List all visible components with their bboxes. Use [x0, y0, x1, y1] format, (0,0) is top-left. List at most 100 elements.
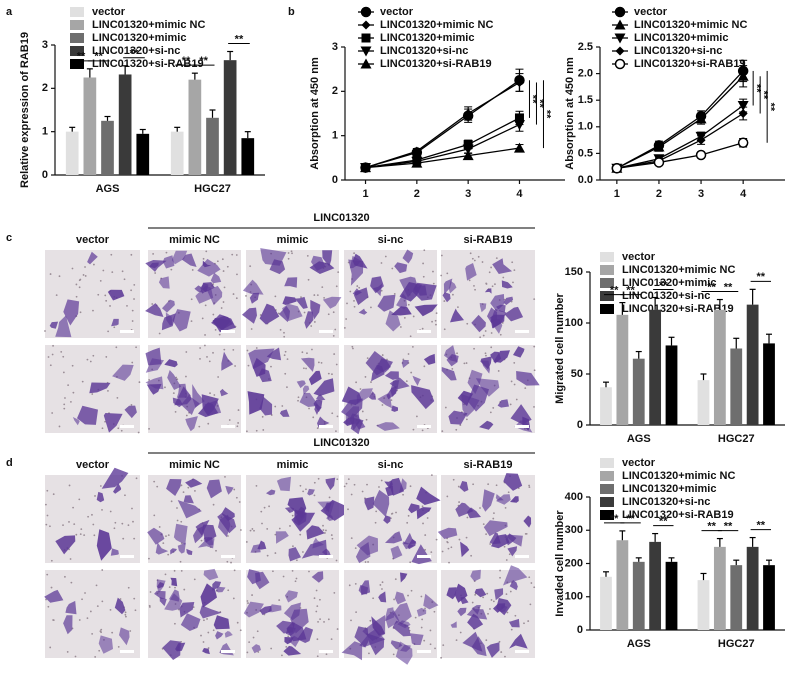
pore [332, 334, 335, 337]
column-label: si-nc [378, 459, 404, 471]
pore [78, 498, 81, 501]
cell [316, 394, 326, 401]
pore [133, 284, 136, 286]
cell [368, 391, 376, 400]
pore [380, 479, 383, 482]
pore [424, 534, 427, 536]
bar [746, 304, 759, 425]
pore [313, 481, 316, 484]
cell [77, 405, 98, 425]
pore [209, 392, 211, 395]
scale-bar [319, 650, 333, 653]
pore [305, 367, 307, 370]
pore [423, 639, 426, 642]
line [616, 75, 744, 169]
marker [611, 163, 623, 174]
cell [210, 272, 222, 284]
pore [507, 491, 510, 494]
cell [442, 292, 451, 303]
pore [440, 656, 443, 659]
pore [266, 528, 269, 530]
pore [212, 313, 215, 316]
pore [170, 268, 173, 271]
pore [384, 255, 387, 258]
cell [311, 255, 326, 271]
pore [442, 644, 445, 647]
cell [396, 293, 408, 310]
pore [500, 651, 503, 653]
cell [177, 500, 202, 519]
pore [101, 569, 104, 571]
pore [262, 429, 265, 431]
line [616, 142, 744, 169]
cell [501, 280, 513, 289]
pore [490, 599, 493, 601]
cell [341, 641, 363, 661]
line [365, 123, 520, 169]
pore [89, 610, 92, 613]
cell [147, 527, 165, 545]
pore [525, 532, 528, 535]
cell [471, 636, 487, 657]
x-tick-label: 1 [362, 188, 368, 200]
pore [266, 554, 269, 557]
pore [457, 485, 460, 488]
x-tick-label: AGS [96, 183, 120, 195]
pore [84, 592, 86, 594]
pore [365, 418, 368, 421]
pore [94, 495, 96, 497]
cell [225, 485, 234, 495]
pore [509, 590, 512, 593]
line [365, 147, 520, 169]
significance-label: ** [707, 520, 716, 532]
pore [359, 388, 362, 390]
pore [481, 261, 484, 263]
pore [514, 614, 517, 617]
pore [198, 425, 201, 428]
pore [101, 427, 104, 430]
pore [127, 524, 130, 527]
pore [513, 383, 516, 386]
pore [107, 390, 109, 392]
cell [491, 534, 510, 549]
cell [376, 358, 393, 373]
pore [381, 354, 384, 356]
y-tick-label: 3 [42, 39, 48, 51]
cell [437, 527, 458, 539]
legend-swatch [600, 471, 614, 481]
scale-bar [515, 425, 529, 428]
scale-bar [515, 330, 529, 333]
pore [510, 380, 513, 383]
cell [497, 399, 509, 408]
cell [278, 306, 290, 323]
cell [112, 364, 134, 381]
pore [490, 346, 493, 349]
cell [395, 641, 413, 665]
pore [203, 619, 205, 622]
pore [239, 629, 242, 632]
legend-label: LINC01320+mimic NC [622, 470, 735, 482]
pore [153, 514, 156, 517]
cell [466, 609, 488, 620]
bar [730, 348, 743, 425]
legend-swatch [600, 291, 614, 301]
legend-swatch [600, 278, 614, 288]
pore [443, 300, 446, 302]
cell [304, 311, 314, 329]
pore [527, 620, 530, 622]
marker [653, 141, 665, 152]
pore [499, 569, 501, 572]
line [365, 81, 520, 169]
y-tick-label: 0 [577, 419, 583, 431]
pore [331, 537, 334, 540]
pore [289, 525, 291, 527]
pore [474, 593, 477, 596]
pore [297, 399, 299, 402]
pore [236, 425, 239, 428]
pore [433, 610, 436, 613]
legend-swatch [70, 46, 84, 56]
pore [278, 599, 281, 601]
pore [474, 288, 476, 291]
pore [274, 552, 277, 554]
cell [101, 467, 129, 489]
